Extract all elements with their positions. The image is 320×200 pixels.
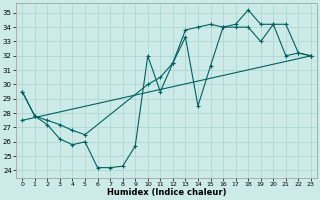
X-axis label: Humidex (Indice chaleur): Humidex (Indice chaleur) — [107, 188, 226, 197]
